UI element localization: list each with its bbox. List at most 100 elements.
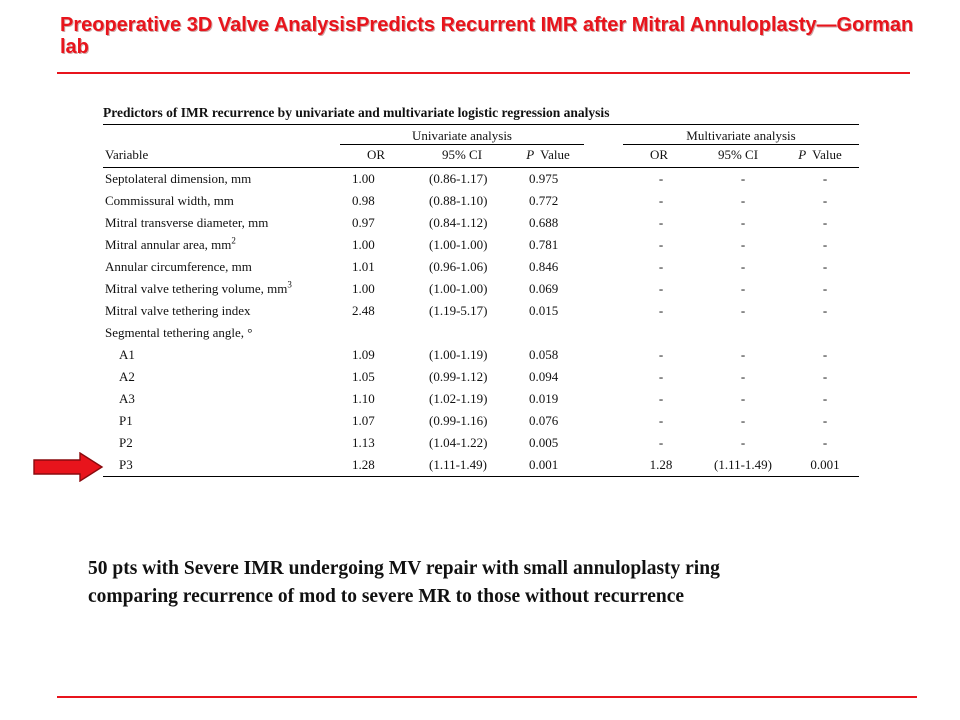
study-summary: 50 pts with Severe IMR undergoing MV rep…	[88, 555, 908, 611]
p-value-cell: 0.069	[529, 278, 584, 300]
variable-cell: A2	[119, 366, 135, 388]
table-row: Segmental tethering angle, °	[103, 322, 859, 344]
table-row: A2 1.05 (0.99-1.12) 0.094 - - -	[103, 366, 859, 388]
multi-or-cell: 1.28	[636, 454, 686, 476]
p-value-cell-text: 0.005	[529, 435, 559, 450]
multi-or-cell-text: -	[658, 413, 664, 428]
multi-or-cell: -	[636, 278, 686, 300]
ci-cell-text: (0.99-1.16)	[429, 413, 488, 428]
ci-cell: (0.84-1.12)	[429, 212, 519, 234]
multi-ci-cell-text: -	[740, 237, 746, 252]
ci-cell-text: (1.11-1.49)	[429, 457, 488, 472]
ci-cell-text: (1.00-1.00)	[429, 281, 488, 296]
or-cell-text: 1.00	[352, 237, 375, 252]
multi-or-cell	[636, 322, 686, 344]
multi-or-cell-text: -	[658, 281, 664, 296]
p-value-cell-text: 0.772	[529, 193, 559, 208]
p-value-cell: 0.772	[529, 190, 584, 212]
ci-cell-text: (1.00-1.19)	[429, 347, 488, 362]
header-multi-or: OR	[649, 147, 669, 162]
multi-p-value-cell-text: -	[822, 369, 828, 384]
variable-cell-text: Commissural width, mm	[105, 193, 234, 208]
multi-p-value-cell-text: -	[822, 413, 828, 428]
multi-or-cell: -	[636, 168, 686, 190]
or-cell: 1.07	[352, 410, 402, 432]
variable-cell: P2	[119, 432, 133, 454]
multi-ci-cell: -	[703, 278, 783, 300]
multi-or-cell-text: -	[658, 303, 664, 318]
ci-cell: (0.96-1.06)	[429, 256, 519, 278]
header-ci: 95% CI	[441, 147, 483, 162]
p-value-cell: 0.058	[529, 344, 584, 366]
table-row: Mitral valve tethering volume, mm3 1.00 (1…	[103, 278, 859, 300]
multi-ci-cell-text: -	[740, 281, 746, 296]
multi-ci-cell: -	[703, 168, 783, 190]
multi-or-cell: -	[636, 366, 686, 388]
variable-cell-text: A3	[119, 391, 135, 406]
multi-or-cell: -	[636, 344, 686, 366]
multi-p-value-cell: -	[795, 300, 855, 322]
ci-cell: (1.19-5.17)	[429, 300, 519, 322]
multi-or-cell: -	[636, 190, 686, 212]
p-value-cell: 0.688	[529, 212, 584, 234]
summary-line-2: comparing recurrence of mod to severe MR…	[88, 586, 685, 607]
p-value-cell: 0.781	[529, 234, 584, 256]
multi-p-value-cell: -	[795, 278, 855, 300]
multivariate-underline	[623, 144, 859, 145]
multi-ci-cell-text: -	[740, 435, 746, 450]
p-value-cell-text: 0.015	[529, 303, 559, 318]
ci-cell-text: (0.99-1.12)	[429, 369, 488, 384]
or-cell-text: 1.09	[352, 347, 375, 362]
multi-p-value-cell-text: -	[822, 391, 828, 406]
p-value-cell-text: 0.975	[529, 171, 559, 186]
multi-p-value-cell: -	[795, 234, 855, 256]
multi-p-value-cell-text: -	[822, 237, 828, 252]
ci-cell	[429, 322, 519, 344]
multi-p-value-cell: 0.001	[795, 454, 855, 476]
ci-cell: (1.00-1.19)	[429, 344, 519, 366]
header-multi-p-italic: P	[798, 147, 807, 162]
or-cell-text: 1.10	[352, 391, 375, 406]
multi-or-cell-text: -	[658, 237, 664, 252]
table-row: Mitral valve tethering index 2.48 (1.19-5.…	[103, 300, 859, 322]
table-row: Mitral transverse diameter, mm 0.97 (0.84-…	[103, 212, 859, 234]
slide-title: Preoperative 3D Valve AnalysisPredicts R…	[60, 14, 914, 58]
multi-or-cell: -	[636, 256, 686, 278]
multi-ci-cell: -	[703, 432, 783, 454]
multi-or-cell-text: -	[658, 171, 664, 186]
multi-p-value-cell-text: -	[822, 347, 828, 362]
multi-or-cell: -	[636, 212, 686, 234]
ci-cell: (0.99-1.16)	[429, 410, 519, 432]
table-bottom-rule	[103, 476, 859, 477]
or-cell-text: 0.98	[352, 193, 375, 208]
title-divider	[57, 72, 910, 74]
multi-ci-cell: -	[703, 344, 783, 366]
table-caption: Predictors of IMR recurrence by univaria…	[103, 105, 610, 120]
variable-cell: Segmental tethering angle, °	[105, 322, 252, 344]
variable-cell-text: A1	[119, 347, 135, 362]
variable-cell-text: Segmental tethering angle, °	[105, 325, 253, 340]
variable-cell: P3	[119, 454, 133, 476]
or-cell-text: 1.05	[352, 369, 375, 384]
multi-or-cell: -	[636, 234, 686, 256]
multi-or-cell-text: -	[658, 391, 664, 406]
multi-ci-cell-text: -	[740, 347, 746, 362]
column-header-row: Variable OR 95% CI P Value OR 95% CI P Val…	[103, 145, 859, 167]
multi-or-cell: -	[636, 410, 686, 432]
table-top-rule	[103, 124, 859, 125]
ci-cell: (1.04-1.22)	[429, 432, 519, 454]
or-cell: 1.09	[352, 344, 402, 366]
or-cell: 1.13	[352, 432, 402, 454]
or-cell-text: 1.01	[352, 259, 375, 274]
table-row: Commissural width, mm 0.98 (0.88-1.10) 0.77…	[103, 190, 859, 212]
p-value-cell-text: 0.094	[529, 369, 559, 384]
multi-p-value-cell-text: -	[822, 435, 828, 450]
multi-ci-cell-text: -	[740, 369, 746, 384]
multi-p-value-cell: -	[795, 256, 855, 278]
ci-cell-text: (1.04-1.22)	[429, 435, 488, 450]
ci-cell-text: (1.00-1.00)	[429, 237, 488, 252]
header-variable: Variable	[105, 147, 149, 162]
univariate-underline	[340, 144, 584, 145]
variable-cell: Annular circumference, mm	[105, 256, 252, 278]
variable-cell-text: Septolateral dimension, mm	[105, 171, 252, 186]
